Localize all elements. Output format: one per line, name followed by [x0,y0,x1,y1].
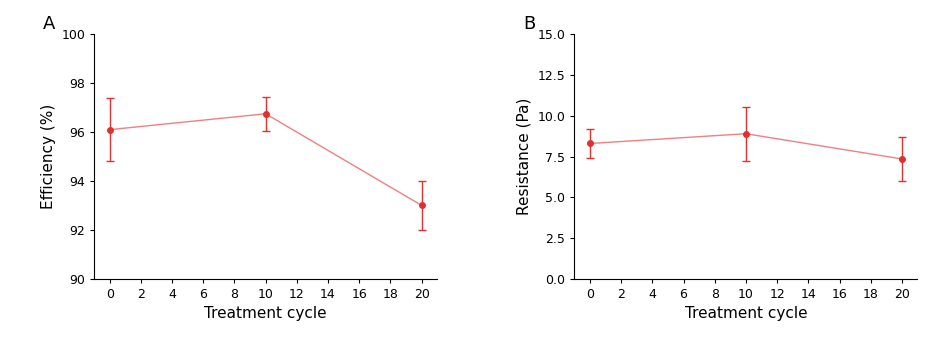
Text: A: A [42,15,55,33]
Text: B: B [523,15,535,33]
Y-axis label: Efficiency (%): Efficiency (%) [40,104,56,209]
X-axis label: Treatment cycle: Treatment cycle [204,306,327,321]
Y-axis label: Resistance (Pa): Resistance (Pa) [517,98,532,215]
X-axis label: Treatment cycle: Treatment cycle [685,306,807,321]
